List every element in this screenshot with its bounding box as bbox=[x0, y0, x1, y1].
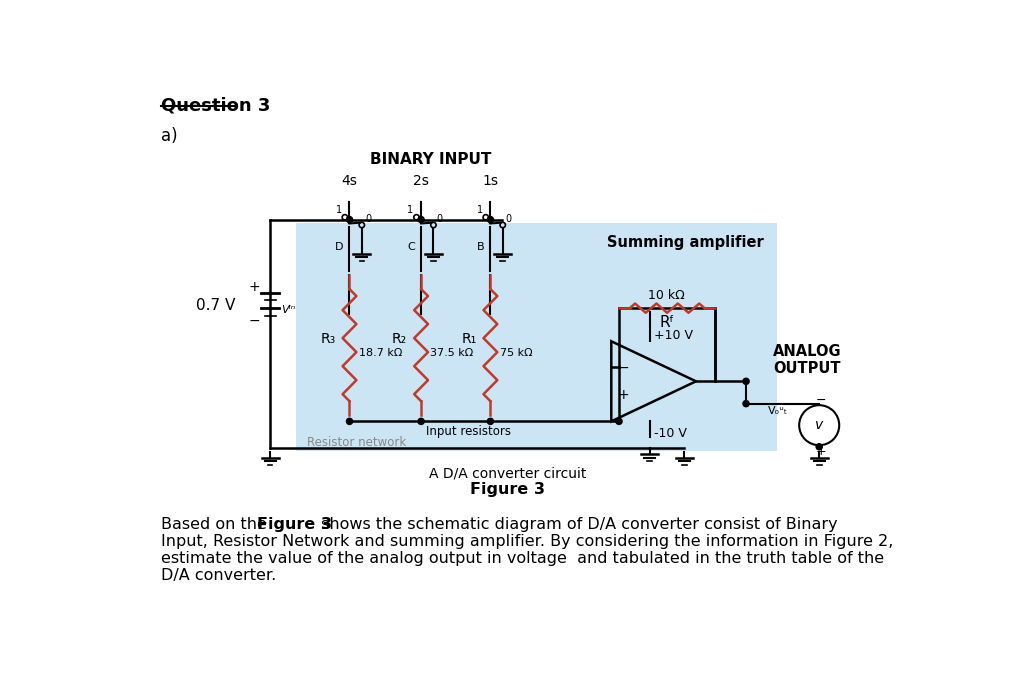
Text: ANALOG
OUTPUT: ANALOG OUTPUT bbox=[772, 343, 841, 376]
Text: +10 V: +10 V bbox=[653, 329, 692, 342]
Text: 2s: 2s bbox=[413, 174, 429, 188]
Circle shape bbox=[742, 378, 748, 385]
Text: Rᶠ: Rᶠ bbox=[658, 314, 674, 330]
Text: R₁: R₁ bbox=[461, 332, 476, 346]
Text: 0.7 V: 0.7 V bbox=[196, 299, 235, 313]
Text: 1: 1 bbox=[476, 204, 482, 215]
Text: 1: 1 bbox=[407, 204, 413, 215]
Text: C: C bbox=[407, 241, 415, 252]
Text: −: − bbox=[249, 314, 260, 328]
Text: +: + bbox=[814, 445, 825, 458]
Text: Vᴵⁿ: Vᴵⁿ bbox=[280, 305, 294, 314]
Text: Summing amplifier: Summing amplifier bbox=[607, 235, 763, 250]
Text: −: − bbox=[815, 394, 825, 407]
Text: 0: 0 bbox=[365, 214, 371, 224]
Text: +: + bbox=[249, 279, 260, 294]
Text: 4s: 4s bbox=[341, 174, 357, 188]
Text: −: − bbox=[616, 361, 628, 374]
Text: 1: 1 bbox=[335, 204, 341, 215]
Circle shape bbox=[346, 418, 353, 424]
Text: v: v bbox=[814, 418, 822, 432]
Text: R₃: R₃ bbox=[320, 332, 335, 346]
Text: Vₒᵘₜ: Vₒᵘₜ bbox=[767, 407, 788, 416]
Text: Resistor network: Resistor network bbox=[307, 436, 406, 449]
Text: +: + bbox=[616, 388, 628, 402]
Text: A D/A converter circuit: A D/A converter circuit bbox=[428, 466, 586, 481]
Text: 0: 0 bbox=[505, 214, 512, 224]
Text: D: D bbox=[334, 241, 343, 252]
Text: R₂: R₂ bbox=[391, 332, 407, 346]
Circle shape bbox=[487, 217, 493, 223]
Text: -10 V: -10 V bbox=[653, 427, 686, 440]
Text: D/A converter.: D/A converter. bbox=[161, 568, 276, 583]
Text: 37.5 kΩ: 37.5 kΩ bbox=[430, 348, 473, 358]
Bar bbox=[588, 224, 776, 451]
Text: Question 3: Question 3 bbox=[161, 96, 270, 114]
Circle shape bbox=[615, 418, 622, 424]
Text: 1s: 1s bbox=[482, 174, 498, 188]
Circle shape bbox=[346, 217, 353, 223]
Circle shape bbox=[742, 400, 748, 407]
Text: 0: 0 bbox=[436, 214, 442, 224]
Text: Based on the: Based on the bbox=[161, 517, 272, 532]
Text: Figure 3: Figure 3 bbox=[257, 517, 331, 532]
Circle shape bbox=[418, 217, 424, 223]
Circle shape bbox=[487, 418, 493, 424]
Text: 75 kΩ: 75 kΩ bbox=[499, 348, 532, 358]
Circle shape bbox=[815, 444, 821, 450]
Text: estimate the value of the analog output in voltage  and tabulated in the truth t: estimate the value of the analog output … bbox=[161, 550, 883, 566]
Text: Figure 3: Figure 3 bbox=[470, 482, 544, 497]
Text: Input resistors: Input resistors bbox=[426, 425, 511, 438]
Text: 18.7 kΩ: 18.7 kΩ bbox=[359, 348, 401, 358]
Circle shape bbox=[418, 418, 424, 424]
Text: BINARY INPUT: BINARY INPUT bbox=[369, 152, 490, 167]
Text: a): a) bbox=[161, 127, 177, 145]
Text: 10 kΩ: 10 kΩ bbox=[648, 290, 685, 302]
Text: shows the schematic diagram of D/A converter consist of Binary: shows the schematic diagram of D/A conve… bbox=[316, 517, 837, 532]
Bar bbox=[296, 224, 588, 451]
Text: Input, Resistor Network and summing amplifier. By considering the information in: Input, Resistor Network and summing ampl… bbox=[161, 534, 893, 549]
Text: B: B bbox=[476, 241, 484, 252]
